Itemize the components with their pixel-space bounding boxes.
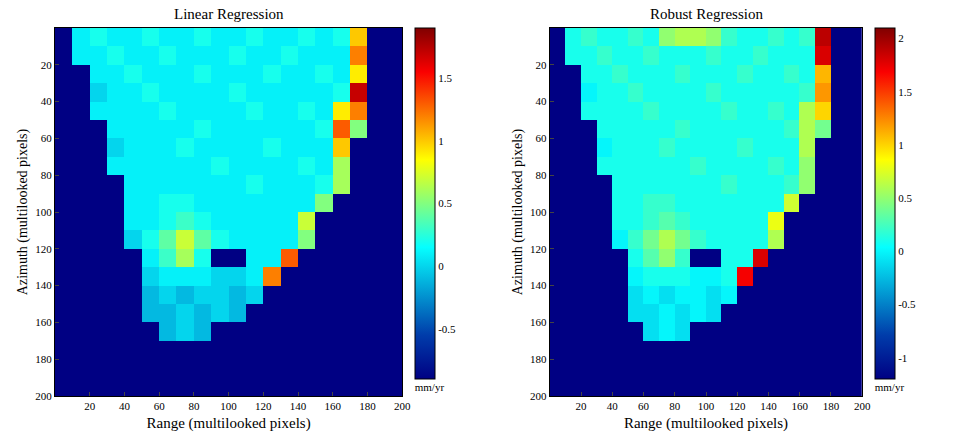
svg-text:80: 80 xyxy=(41,169,53,181)
svg-text:40: 40 xyxy=(41,95,53,107)
svg-text:100: 100 xyxy=(220,400,237,412)
svg-text:mm/yr: mm/yr xyxy=(875,381,905,393)
svg-text:160: 160 xyxy=(530,316,547,328)
svg-text:200: 200 xyxy=(530,390,547,402)
svg-text:180: 180 xyxy=(823,400,840,412)
svg-text:200: 200 xyxy=(854,400,871,412)
svg-text:120: 120 xyxy=(35,243,52,255)
svg-text:-0.5: -0.5 xyxy=(898,298,916,310)
svg-text:100: 100 xyxy=(530,206,547,218)
svg-text:180: 180 xyxy=(35,353,52,365)
svg-text:20: 20 xyxy=(41,59,53,71)
svg-text:-0.5: -0.5 xyxy=(438,323,456,335)
svg-text:160: 160 xyxy=(791,400,808,412)
svg-text:40: 40 xyxy=(536,95,548,107)
svg-text:-1: -1 xyxy=(898,352,907,364)
svg-text:0: 0 xyxy=(898,245,904,257)
svg-text:60: 60 xyxy=(41,132,53,144)
svg-text:80: 80 xyxy=(669,400,681,412)
svg-text:80: 80 xyxy=(188,400,200,412)
svg-text:1: 1 xyxy=(898,139,904,151)
svg-text:mm/yr: mm/yr xyxy=(415,381,445,393)
svg-text:1.5: 1.5 xyxy=(438,72,452,84)
svg-text:140: 140 xyxy=(35,279,52,291)
svg-text:140: 140 xyxy=(530,279,547,291)
svg-text:20: 20 xyxy=(536,59,548,71)
svg-text:Azimuth (multilooked pixels): Azimuth (multilooked pixels) xyxy=(510,128,526,295)
svg-text:40: 40 xyxy=(607,400,619,412)
svg-text:2: 2 xyxy=(898,32,904,44)
svg-text:40: 40 xyxy=(119,400,131,412)
svg-text:60: 60 xyxy=(638,400,650,412)
svg-text:140: 140 xyxy=(290,400,307,412)
svg-text:160: 160 xyxy=(35,316,52,328)
svg-text:100: 100 xyxy=(35,206,52,218)
svg-text:60: 60 xyxy=(536,132,548,144)
svg-text:60: 60 xyxy=(154,400,166,412)
svg-text:Azimuth (multilooked pixels): Azimuth (multilooked pixels) xyxy=(15,128,31,295)
svg-text:Robust Regression: Robust Regression xyxy=(650,6,763,22)
svg-text:Linear Regression: Linear Regression xyxy=(174,6,284,22)
svg-text:200: 200 xyxy=(394,400,411,412)
svg-text:0.5: 0.5 xyxy=(898,192,912,204)
svg-text:1.5: 1.5 xyxy=(898,86,912,98)
svg-text:160: 160 xyxy=(325,400,342,412)
svg-text:120: 120 xyxy=(255,400,272,412)
svg-text:180: 180 xyxy=(530,353,547,365)
svg-text:0: 0 xyxy=(438,260,444,272)
svg-text:120: 120 xyxy=(530,243,547,255)
svg-text:180: 180 xyxy=(359,400,376,412)
svg-text:1: 1 xyxy=(438,135,444,147)
svg-text:200: 200 xyxy=(35,390,52,402)
svg-text:20: 20 xyxy=(576,400,588,412)
svg-text:140: 140 xyxy=(760,400,777,412)
svg-text:120: 120 xyxy=(729,400,746,412)
svg-text:100: 100 xyxy=(698,400,715,412)
svg-text:20: 20 xyxy=(84,400,96,412)
svg-text:Range (multilooked pixels): Range (multilooked pixels) xyxy=(147,415,311,432)
svg-text:0.5: 0.5 xyxy=(438,197,452,209)
svg-text:Range (multilooked pixels): Range (multilooked pixels) xyxy=(624,415,788,432)
svg-text:80: 80 xyxy=(536,169,548,181)
